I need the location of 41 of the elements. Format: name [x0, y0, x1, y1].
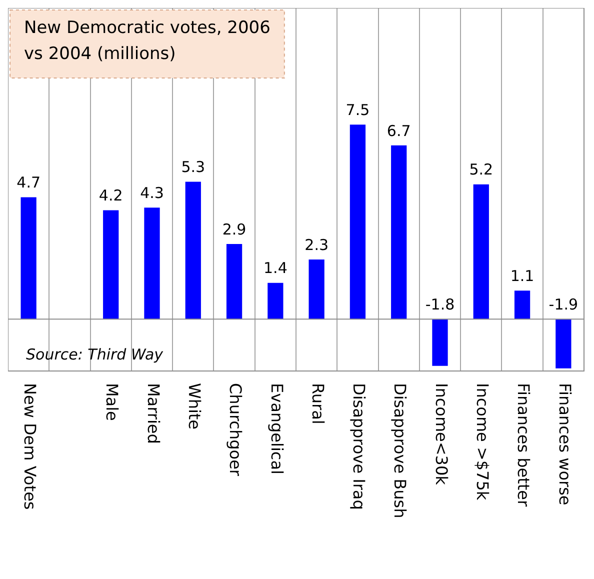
bar: [350, 124, 366, 320]
x-tick-label: Finances better: [514, 383, 534, 508]
data-label: 1.4: [264, 259, 288, 278]
bar: [144, 208, 160, 320]
x-tick-label: Income<30k: [432, 383, 451, 486]
data-label: 4.7: [16, 174, 40, 192]
chart-title: New Democratic votes, 2006 vs 2004 (millions): [24, 18, 270, 64]
x-tick-label: Rural: [308, 383, 328, 424]
bar: [391, 145, 407, 320]
data-label: 6.7: [386, 122, 411, 140]
bar: [432, 319, 448, 366]
data-label: 1.1: [510, 267, 534, 286]
bar: [268, 282, 284, 320]
data-label: 2.3: [304, 236, 328, 254]
x-tick-label: Disapprove Iraq: [350, 383, 369, 510]
x-tick-label: Churchgoer: [226, 383, 246, 476]
data-label: 5.3: [181, 158, 206, 176]
bar: [473, 184, 489, 320]
bar: [226, 244, 242, 320]
bar: [514, 290, 530, 320]
bar: [20, 197, 36, 320]
bar: [556, 319, 572, 368]
data-label: -1.9: [548, 296, 578, 314]
x-tick-label: Evangelical: [267, 383, 286, 474]
data-label: 4.2: [98, 186, 123, 205]
bar: [185, 182, 201, 320]
x-tick-label: Finances worse: [555, 383, 574, 506]
x-tick-label: Disapprove Bush: [390, 383, 410, 518]
x-tick-label: Married: [144, 383, 163, 444]
data-label: 5.2: [469, 160, 494, 179]
x-tick-label: White: [184, 383, 204, 430]
x-tick-label: Male: [102, 383, 122, 421]
bar: [308, 260, 324, 320]
bar: [103, 210, 119, 320]
data-label: 7.5: [346, 101, 370, 120]
x-tick-label: New Dem Votes: [20, 383, 40, 510]
data-label: -1.8: [425, 296, 455, 314]
x-tick-label: Income >$75k: [472, 383, 492, 501]
data-label: 2.9: [222, 220, 246, 238]
annotation: Source: Third Way: [26, 345, 164, 364]
data-label: 4.3: [140, 184, 164, 202]
